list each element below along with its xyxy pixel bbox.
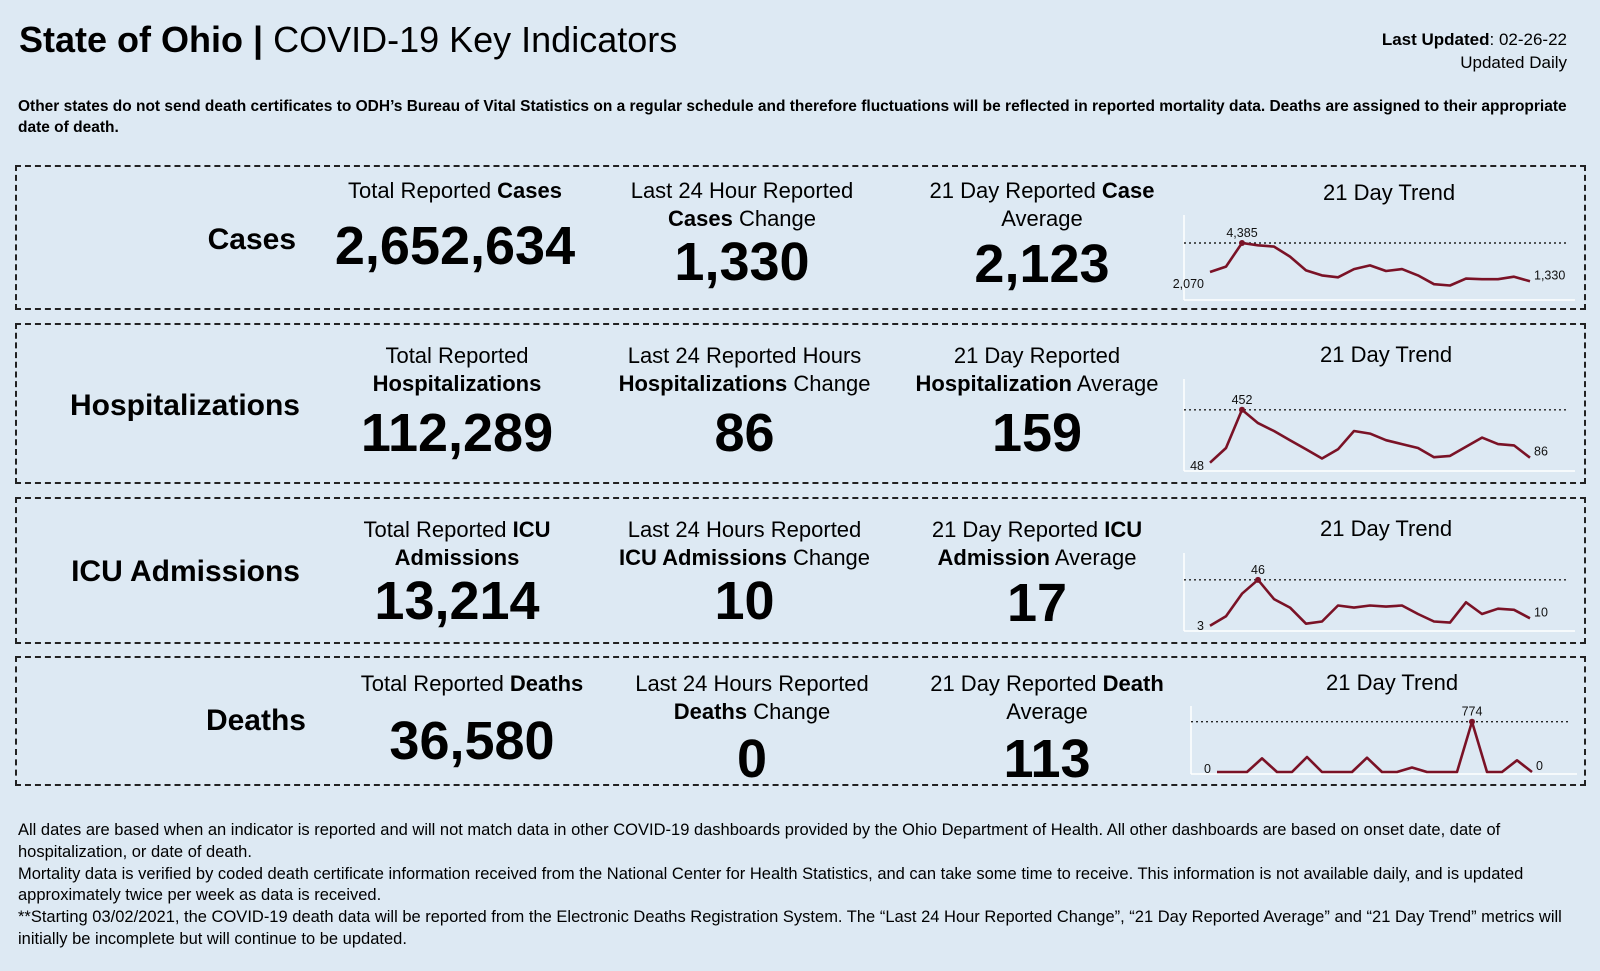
icu-change-value: 10	[714, 571, 775, 631]
deaths-change: Last 24 Hours Reported Deaths Change 0	[617, 670, 887, 786]
trend-line	[1209, 408, 1531, 464]
icu-label: ICU Admissions	[71, 555, 300, 588]
icu-average-caption: 21 Day Reported ICU Admission Average	[931, 517, 1143, 570]
trend-line	[1209, 241, 1531, 287]
footnote-edrs: **Starting 03/02/2021, the COVID-19 deat…	[18, 908, 1562, 948]
update-frequency: Updated Daily	[1460, 53, 1567, 72]
trend-last-label: 86	[1534, 445, 1548, 459]
deaths-change-caption: Last 24 Hours Reported Deaths Change	[635, 671, 869, 724]
icu-trend-title: 21 Day Trend	[1320, 516, 1453, 541]
icu-total-value: 13,214	[374, 571, 540, 631]
hospitalizations-average-caption: 21 Day Reported Hospitalization Average	[915, 343, 1159, 396]
deaths-trend-chart: 774 0 0	[1190, 705, 1577, 776]
intro-note: Other states do not send death certifica…	[18, 98, 1567, 136]
deaths-total-value: 36,580	[389, 711, 555, 771]
footnote-mortality: Mortality data is verified by coded deat…	[18, 864, 1524, 905]
footnote-dates: All dates are based when an indicator is…	[18, 821, 1501, 861]
cases-total: Total Reported Cases 2,652,634	[310, 177, 600, 273]
cases-label: Cases	[207, 223, 296, 256]
icu-average-value: 17	[1006, 573, 1068, 633]
trend-last-label: 0	[1536, 759, 1543, 773]
icu-trend-chart: 46 3 10	[1183, 553, 1575, 633]
cases-total-caption: Total Reported Cases	[347, 178, 563, 203]
cases-average: 21 Day Reported Case Average 2,123	[897, 177, 1187, 291]
cases-change: Last 24 Hour Reported Cases Change 1,330	[607, 177, 877, 289]
trend-first-label: 3	[1197, 619, 1204, 633]
hospitalizations-total: Total Reported Hospitalizations 112,289	[317, 342, 597, 460]
trend-max-label: 774	[1462, 705, 1483, 719]
trend-peak-point	[1469, 718, 1475, 725]
cases-change-value: 1,330	[674, 232, 810, 292]
icu-panel: ICU Admissions Total Reported ICU Admissi…	[15, 497, 1586, 644]
hospitalizations-total-caption: Total Reported Hospitalizations	[372, 343, 542, 396]
deaths-total-caption: Total Reported Deaths	[360, 671, 584, 696]
cases-change-caption: Last 24 Hour Reported Cases Change	[630, 178, 854, 231]
trend-first-label: 2,070	[1173, 277, 1204, 291]
trend-line	[1209, 578, 1531, 627]
page-title: State of Ohio | COVID-19 Key Indicators	[19, 19, 678, 60]
cases-total-value: 2,652,634	[334, 216, 576, 276]
hospitalizations-average: 21 Day Reported Hospitalization Average 1…	[892, 342, 1182, 460]
trend-first-label: 0	[1204, 762, 1211, 776]
trend-peak-point	[1255, 576, 1261, 583]
hospitalizations-trend-title: 21 Day Trend	[1320, 342, 1453, 367]
trend-first-label: 48	[1190, 459, 1204, 473]
trend-peak-point	[1239, 406, 1245, 413]
last-updated: Last Updated: 02-26-22 Updated Daily	[1382, 28, 1567, 74]
hospitalizations-label: Hospitalizations	[69, 389, 300, 422]
deaths-average-value: 113	[1003, 729, 1091, 789]
hospitalizations-average-value: 159	[991, 403, 1083, 463]
trend-line	[1217, 720, 1533, 774]
cases-panel: Cases Total Reported Cases 2,652,634 Las…	[15, 165, 1586, 310]
trend-last-label: 10	[1534, 605, 1548, 619]
trend-max-label: 452	[1232, 393, 1253, 407]
cases-average-value: 2,123	[974, 234, 1110, 294]
trend-max-label: 4,385	[1226, 226, 1257, 240]
hospitalizations-change-value: 86	[714, 403, 775, 463]
last-updated-value: : 02-26-22	[1489, 30, 1568, 49]
deaths-trend-title: 21 Day Trend	[1326, 670, 1459, 695]
icu-total: Total Reported ICU Admissions 13,214	[327, 516, 587, 628]
trend-peak-point	[1239, 239, 1245, 246]
cases-trend-title: 21 Day Trend	[1323, 180, 1456, 205]
hospitalizations-total-value: 112,289	[360, 403, 554, 463]
deaths-average-caption: 21 Day Reported Death Average	[930, 671, 1164, 724]
icu-change-caption: Last 24 Hours Reported ICU Admissions Cha…	[618, 517, 871, 570]
icu-average: 21 Day Reported ICU Admission Average 17	[897, 516, 1177, 630]
hospitalizations-change-caption: Last 24 Reported Hours Hospitalizations C…	[618, 343, 871, 396]
icu-total-caption: Total Reported ICU Admissions	[363, 517, 551, 570]
hospitalizations-change: Last 24 Reported Hours Hospitalizations C…	[607, 342, 882, 460]
cases-average-caption: 21 Day Reported Case Average	[929, 178, 1155, 231]
deaths-average: 21 Day Reported Death Average 113	[902, 670, 1192, 786]
last-updated-label: Last Updated	[1381, 30, 1490, 49]
trend-max-label: 46	[1251, 563, 1265, 577]
icu-change: Last 24 Hours Reported ICU Admissions Cha…	[607, 516, 882, 628]
deaths-panel: Deaths Total Reported Deaths 36,580 Last…	[15, 656, 1586, 786]
hospitalizations-trend-chart: 452 48 86	[1183, 379, 1575, 473]
deaths-label: Deaths	[205, 704, 306, 737]
hospitalizations-panel: Hospitalizations Total Reported Hospitali…	[15, 323, 1586, 484]
cases-trend-chart: 4,385 2,070 1,330	[1173, 215, 1575, 301]
deaths-change-value: 0	[736, 729, 768, 789]
trend-last-label: 1,330	[1534, 268, 1565, 282]
deaths-total: Total Reported Deaths 36,580	[327, 670, 617, 768]
footnotes: All dates are based when an indicator is…	[18, 820, 1588, 951]
